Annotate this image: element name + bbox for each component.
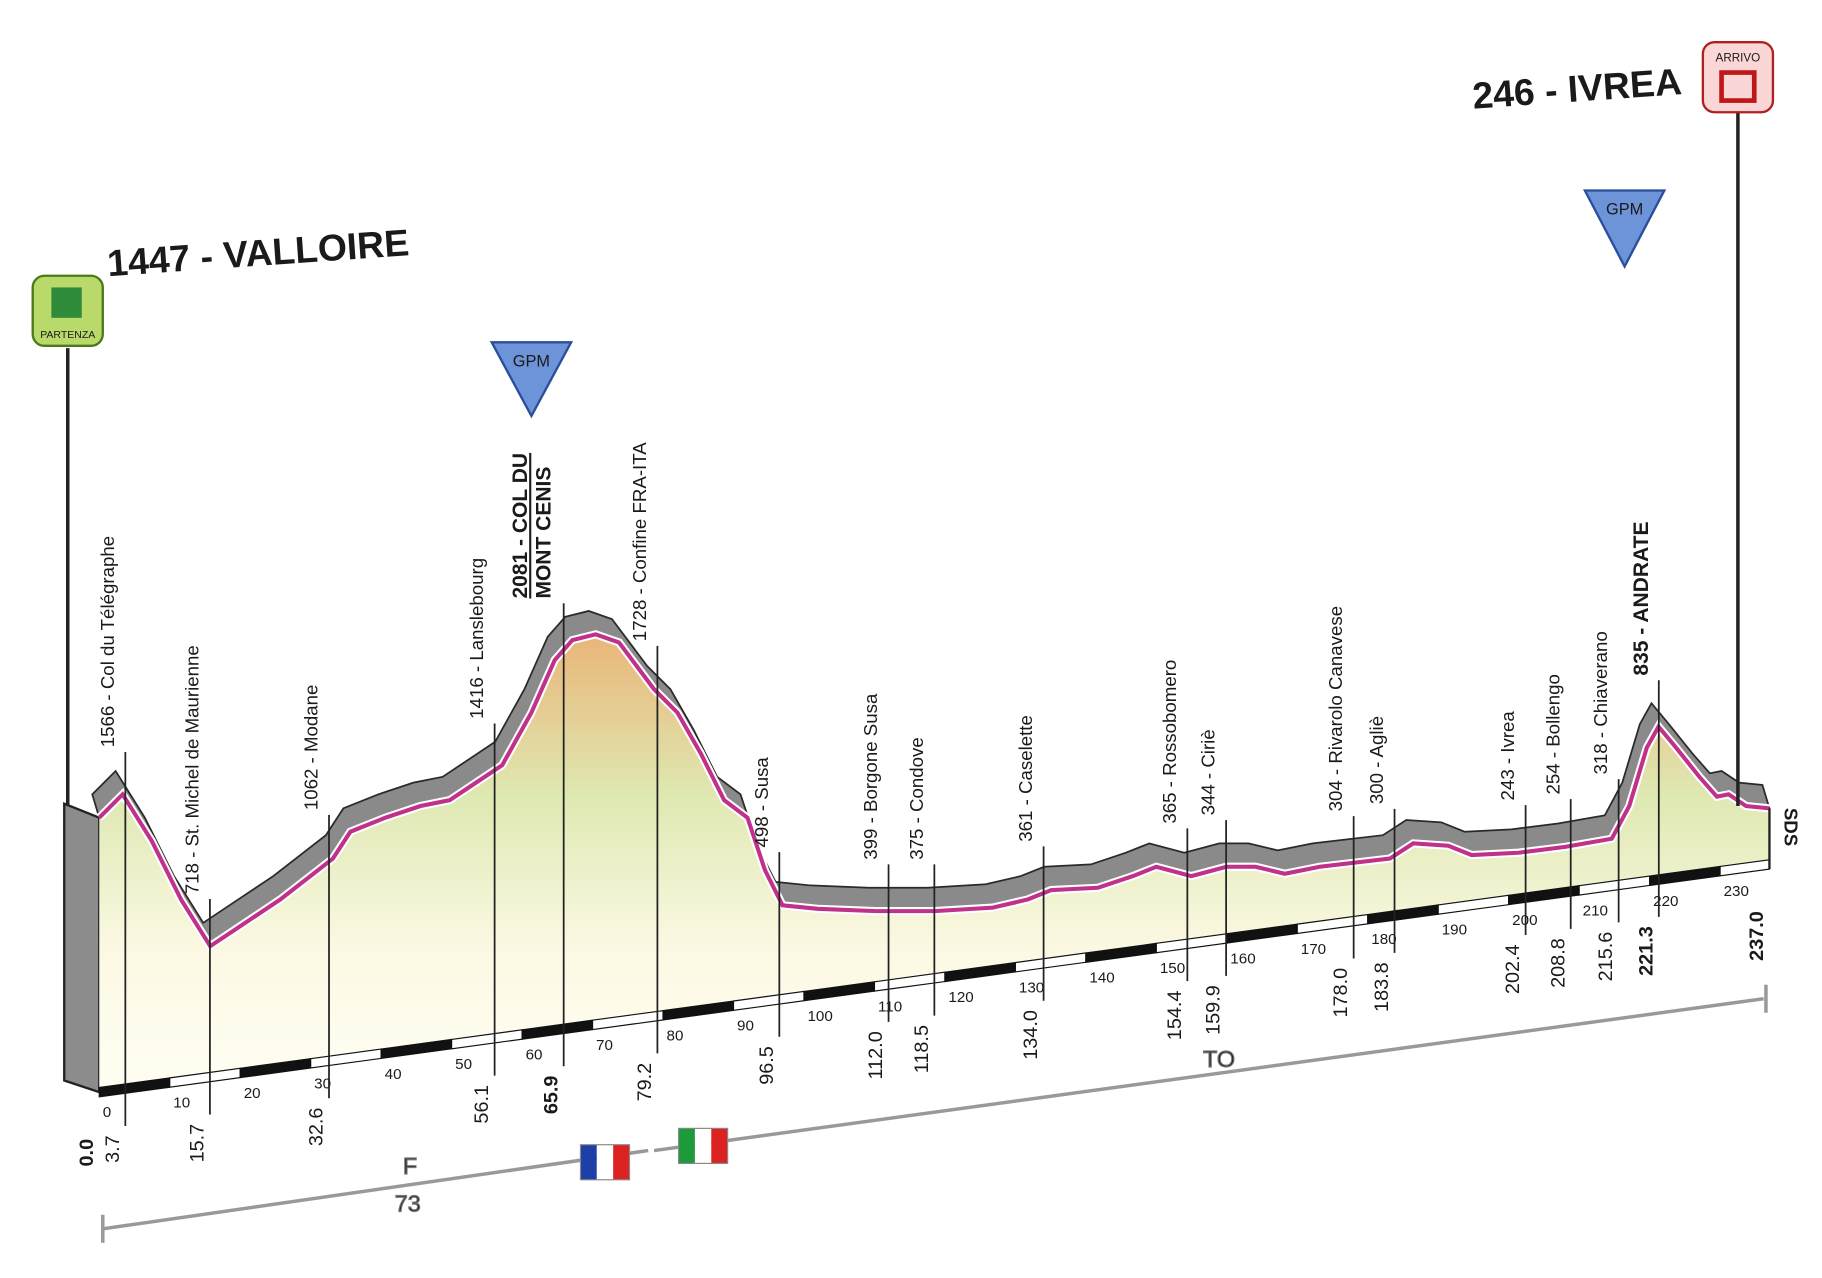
finish-title: 246 - IVREA [1471, 60, 1683, 117]
flag-france [579, 1144, 631, 1181]
km-tick-label: 190 [1442, 922, 1467, 939]
km-tick-label: 230 [1724, 883, 1749, 900]
km-tick-label: 150 [1160, 960, 1185, 977]
km-tick-label: 210 [1583, 902, 1608, 919]
waypoint-km: 56.1 [471, 1085, 493, 1124]
waypoint-km: 159.9 [1203, 985, 1225, 1035]
gpm-marker [1582, 189, 1667, 269]
km-tick-label: 110 [878, 998, 902, 1015]
region-label: F [403, 1153, 417, 1179]
start-badge-text: PARTENZA [40, 329, 95, 341]
waypoint-km: 154.4 [1164, 991, 1186, 1041]
km-tick-label: 140 [1089, 970, 1114, 987]
finish-badge-text: ARRIVO [1716, 52, 1761, 65]
region-km: 73 [395, 1191, 421, 1217]
waypoint-km: 215.6 [1595, 932, 1617, 982]
waypoint-name: 243 - Ivrea [1497, 711, 1518, 801]
waypoint-name: 718 - St. Michel de Maurienne [182, 645, 203, 894]
gpm-marker [489, 341, 574, 419]
km-tick-label: 40 [385, 1066, 402, 1083]
km-tick-label: 120 [948, 989, 973, 1006]
finish-icon [1719, 70, 1757, 103]
waypoint-km: 32.6 [306, 1108, 328, 1147]
waypoint-km: 221.3 [1635, 926, 1657, 976]
waypoint-km: 65.9 [540, 1076, 562, 1115]
waypoint-name: 365 - Rossobomero [1159, 660, 1180, 824]
waypoint-name: 399 - Borgone Susa [860, 693, 881, 860]
waypoint-km: 202.4 [1502, 944, 1524, 994]
waypoint-km: 134.0 [1020, 1010, 1042, 1060]
profile-layer: 0 10 20 30 40 50 60 70 80 90 100 110 120 130 140 150 160… [63, 442, 1771, 1167]
waypoint-name: 1062 - Modane [301, 685, 322, 811]
waypoint-name: 498 - Susa [751, 757, 772, 848]
waypoint-km: 178.0 [1330, 968, 1352, 1018]
km-tick-label: 80 [667, 1027, 684, 1044]
km-tick-label: 10 [173, 1095, 190, 1112]
km-tick-label: 30 [314, 1075, 331, 1092]
gpm-label: GPM [1606, 201, 1643, 219]
region-label: TO [1203, 1046, 1235, 1072]
region-line-france [102, 1148, 649, 1231]
km-tick-label: 50 [455, 1056, 472, 1073]
km-tick-label: 60 [526, 1047, 543, 1064]
profile-area [99, 634, 1770, 1093]
km-tick-label: 160 [1230, 950, 1255, 967]
profile-line [97, 632, 1770, 950]
waypoint-name: 1728 - Confine FRA-ITA [629, 442, 650, 641]
start-title: 1447 - VALLOIRE [106, 221, 411, 284]
km-tick-label: 220 [1653, 893, 1678, 910]
waypoint-name: MONT CENIS [533, 467, 556, 599]
waypoint-name: 375 - Condove [906, 737, 927, 860]
profile-side [63, 801, 101, 1094]
waypoint-name: 1416 - Lanslebourg [466, 558, 487, 719]
waypoint-km: 15.7 [186, 1124, 208, 1163]
waypoint-km: 208.8 [1547, 938, 1569, 988]
region-line-italy [653, 996, 1764, 1153]
km-tick-label: 20 [244, 1085, 261, 1102]
waypoint-name: 304 - Rivarolo Canavese [1325, 606, 1346, 812]
km-tick-label: 0 [103, 1104, 111, 1121]
waypoint-name: 835 - ANDRATE [1630, 521, 1653, 675]
waypoint-name: 2081 - COL DU [509, 453, 532, 599]
gpm-label: GPM [513, 353, 550, 371]
waypoint-name: 361 - Caselette [1015, 715, 1036, 842]
km-tick-label: 100 [807, 1008, 832, 1025]
waypoint-km: 79.2 [634, 1063, 656, 1102]
km-tick-label: 180 [1371, 931, 1396, 948]
km-tick-label: 70 [596, 1037, 613, 1054]
waypoint-name: 254 - Bollengo [1542, 674, 1563, 794]
waypoint-km: 183.8 [1371, 962, 1393, 1012]
km-tick-label: 170 [1301, 941, 1326, 958]
km-label: 0.0 [76, 1139, 98, 1167]
waypoint-km: 3.7 [102, 1135, 124, 1163]
km-label: 237.0 [1746, 911, 1768, 961]
waypoint-name: 318 - Chiaverano [1590, 631, 1611, 774]
km-tick-label: 90 [737, 1018, 754, 1035]
waypoint-km: 96.5 [756, 1046, 778, 1085]
flag-italy [677, 1127, 729, 1164]
finish-note: SDS [1780, 808, 1801, 846]
waypoint-name: 1566 - Col du Télégraphe [97, 536, 118, 747]
start-flag [51, 287, 82, 318]
waypoint-km: 112.0 [865, 1031, 887, 1079]
km-tick-label: 130 [1019, 979, 1044, 996]
waypoint-km: 118.5 [911, 1025, 933, 1073]
waypoint-name: 300 - Agliè [1366, 716, 1387, 804]
waypoint-name: 344 - Ciriè [1198, 729, 1219, 815]
